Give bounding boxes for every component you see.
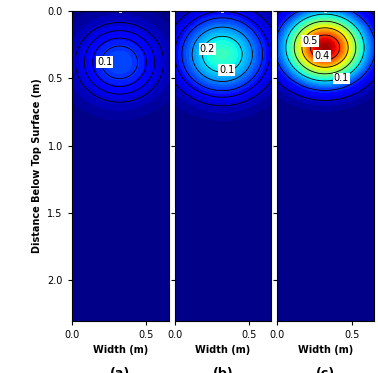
Text: 0.5: 0.5: [302, 36, 318, 46]
Text: 0.2: 0.2: [200, 44, 215, 54]
X-axis label: Width (m): Width (m): [298, 345, 353, 355]
X-axis label: Width (m): Width (m): [195, 345, 251, 355]
Text: (b): (b): [213, 367, 233, 373]
Text: 0.4: 0.4: [314, 51, 330, 60]
Text: (a): (a): [110, 367, 130, 373]
Text: (c): (c): [316, 367, 335, 373]
Text: 0.1: 0.1: [334, 73, 349, 84]
Text: 0.1: 0.1: [97, 57, 112, 68]
X-axis label: Width (m): Width (m): [93, 345, 148, 355]
Y-axis label: Distance Below Top Surface (m): Distance Below Top Surface (m): [32, 79, 42, 253]
Text: 0.1: 0.1: [219, 65, 234, 75]
